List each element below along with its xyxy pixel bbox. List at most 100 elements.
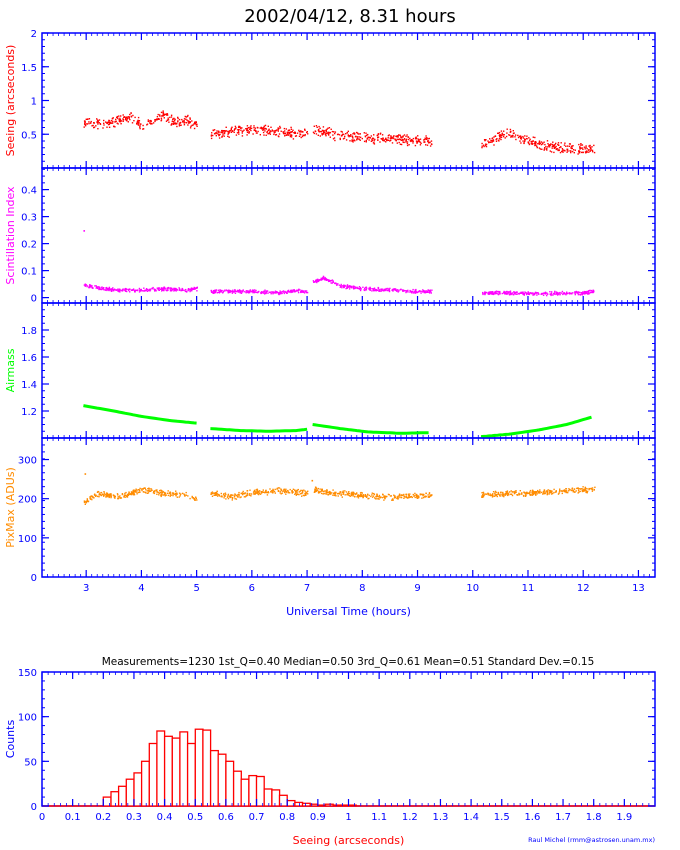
data-point: [585, 150, 588, 152]
data-point: [526, 135, 528, 137]
data-point: [592, 290, 594, 292]
data-point: [485, 143, 487, 145]
data-point: [174, 122, 176, 125]
histogram-bar: [202, 729, 212, 807]
data-point: [174, 118, 176, 120]
data-point: [227, 290, 229, 292]
data-point: [352, 493, 354, 496]
data-point: [591, 490, 594, 492]
data-point: [385, 495, 387, 498]
data-point: [231, 292, 234, 294]
data-point: [484, 293, 486, 295]
data-point: [523, 142, 525, 145]
data-point: [523, 495, 525, 497]
data-point: [303, 292, 306, 294]
data-point: [494, 495, 496, 497]
data-point: [164, 492, 166, 494]
data-point: [241, 127, 243, 129]
data-point: [97, 120, 99, 123]
data-point: [411, 292, 413, 294]
data-point: [582, 486, 584, 488]
data-point: [277, 129, 279, 131]
data-point: [88, 286, 90, 289]
data-point: [389, 137, 391, 139]
data-point: [178, 492, 181, 494]
data-point: [89, 497, 91, 499]
data-point: [317, 134, 319, 136]
data-point: [263, 491, 265, 493]
data-point: [531, 494, 533, 496]
data-point: [526, 292, 528, 295]
data-point: [112, 117, 114, 119]
data-point: [511, 135, 513, 137]
data-point: [421, 497, 423, 499]
data-point: [504, 493, 506, 495]
data-point: [511, 494, 514, 497]
x-tick-label: 6: [249, 583, 255, 594]
data-point: [118, 115, 120, 117]
data-point: [544, 492, 546, 495]
data-point: [254, 127, 257, 129]
data-point: [422, 493, 424, 495]
data-point: [579, 291, 581, 294]
data-point: [371, 496, 374, 498]
data-point: [115, 118, 117, 121]
data-point: [134, 290, 136, 292]
data-point: [494, 490, 497, 493]
data-point: [370, 135, 372, 137]
data-point: [233, 291, 235, 293]
data-point: [181, 288, 184, 290]
data-point: [140, 288, 142, 291]
data-point: [356, 132, 359, 134]
data-point: [578, 150, 580, 153]
data-point: [359, 289, 362, 292]
data-point: [266, 494, 269, 496]
data-point: [233, 129, 235, 131]
data-point: [399, 138, 402, 141]
data-point: [558, 149, 560, 151]
data-point: [368, 497, 370, 500]
histogram-bar: [110, 791, 120, 807]
data-point: [171, 288, 173, 291]
data-point: [84, 124, 87, 126]
data-point: [117, 117, 119, 120]
data-point: [568, 488, 570, 490]
data-point: [555, 145, 557, 148]
data-point: [175, 290, 177, 292]
data-point: [562, 149, 565, 151]
data-point: [571, 293, 573, 295]
data-point: [501, 132, 504, 134]
data-point: [246, 291, 249, 293]
data-point: [256, 488, 258, 490]
data-point: [404, 496, 406, 498]
data-point: [253, 493, 255, 495]
data-point: [565, 488, 568, 490]
data-point: [117, 290, 119, 292]
data-point: [167, 289, 169, 291]
data-point: [343, 492, 345, 494]
data-point: [589, 289, 591, 292]
data-point: [157, 491, 159, 494]
data-point: [239, 290, 241, 292]
data-point: [277, 291, 279, 294]
data-point: [274, 290, 277, 292]
data-point: [164, 287, 166, 290]
data-point: [542, 294, 545, 296]
data-point: [377, 287, 380, 289]
data-point: [315, 487, 318, 490]
data-point: [88, 122, 90, 125]
data-point: [404, 290, 406, 292]
data-point: [541, 491, 543, 494]
data-point: [389, 139, 391, 142]
data-point: [377, 136, 380, 138]
y-tick-label: 0: [31, 294, 37, 305]
data-point: [154, 289, 156, 291]
data-point: [264, 292, 266, 294]
data-point: [193, 127, 196, 130]
data-point: [288, 134, 290, 136]
data-point: [97, 120, 99, 122]
data-point: [223, 493, 225, 495]
data-point: [183, 124, 186, 126]
data-point: [567, 292, 569, 295]
data-point: [234, 128, 237, 130]
